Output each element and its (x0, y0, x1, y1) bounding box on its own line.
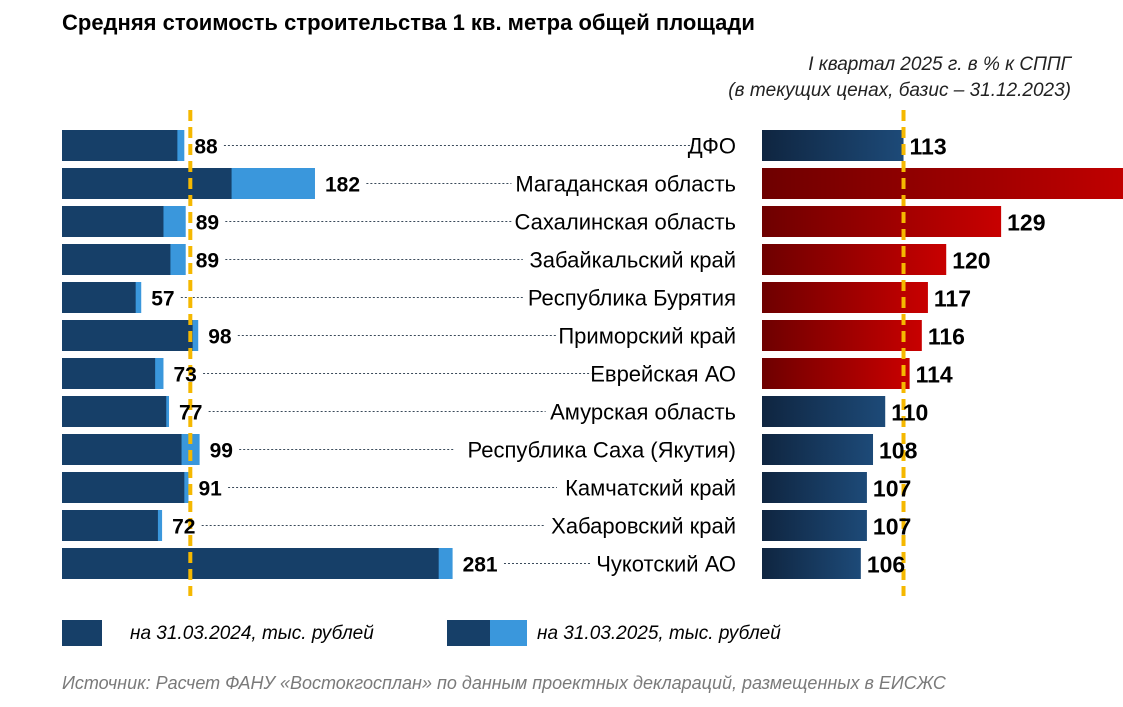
index-bar-4 (762, 282, 928, 313)
cost-value-label-2: 89 (196, 212, 219, 235)
legend-label-2024: на 31.03.2024, тыс. рублей (130, 623, 374, 644)
bar-2024-0 (62, 130, 178, 161)
cost-value-label-8: 99 (210, 440, 233, 463)
bar-2024-10 (62, 510, 158, 541)
index-chart-subtitle-line1: I квартал 2025 г. в % к СППГ (808, 54, 1071, 75)
legend-label-2025: на 31.03.2025, тыс. рублей (537, 623, 781, 644)
category-label-0: ДФО (688, 134, 736, 159)
index-bar-5 (762, 320, 922, 351)
index-value-label-9: 107 (873, 476, 911, 502)
index-value-label-2: 129 (1007, 210, 1045, 236)
index-value-label-8: 108 (879, 438, 918, 464)
bar-2024-1 (62, 168, 232, 199)
index-value-label-5: 116 (928, 324, 965, 350)
category-label-4: Республика Бурятия (528, 286, 736, 311)
cost-value-label-7: 77 (179, 402, 202, 425)
index-value-label-10: 107 (873, 514, 911, 540)
index-bar-9 (762, 472, 867, 503)
category-label-6: Еврейская АО (590, 362, 736, 387)
bar-2024-5 (62, 320, 193, 351)
cost-value-label-5: 98 (208, 326, 232, 349)
cost-value-label-3: 89 (196, 250, 219, 273)
index-value-label-0: 113 (910, 134, 947, 160)
index-value-label-4: 117 (934, 286, 971, 312)
category-label-1: Магаданская область (515, 172, 736, 197)
index-bar-11 (762, 548, 861, 579)
category-label-9: Камчатский край (565, 476, 736, 501)
index-bar-0 (762, 130, 904, 161)
index-value-label-7: 110 (891, 400, 928, 426)
reference-lines (188, 110, 906, 596)
chart-title: Средняя стоимость строительства 1 кв. ме… (62, 10, 755, 35)
index-bar-7 (762, 396, 886, 427)
bar-2024-11 (62, 548, 439, 579)
bar-2024-4 (62, 282, 136, 313)
bar-2024-6 (62, 358, 156, 389)
index-value-label-3: 120 (952, 248, 990, 274)
index-value-label-11: 106 (867, 552, 905, 578)
index-bar-6 (762, 358, 910, 389)
source-note: Источник: Расчет ФАНУ «Востокгосплан» по… (62, 673, 946, 693)
index-bar-3 (762, 244, 947, 275)
bar-2024-3 (62, 244, 171, 275)
bar-2024-2 (62, 206, 164, 237)
index-bar-10 (762, 510, 867, 541)
legend: на 31.03.2024, тыс. рублей на 31.03.2025… (62, 620, 962, 648)
cost-value-label-1: 182 (325, 174, 360, 197)
bar-2024-7 (62, 396, 167, 427)
cost-value-label-10: 72 (172, 516, 195, 539)
bar-2024-9 (62, 472, 185, 503)
category-label-3: Забайкальский край (530, 248, 737, 273)
leader-lines (180, 145, 694, 564)
legend-swatch-2024 (62, 620, 102, 646)
cost-value-label-11: 281 (463, 554, 498, 577)
index-bar-8 (762, 434, 874, 465)
cost-bars (62, 130, 453, 579)
index-chart-subtitle-line2: (в текущих ценах, базис – 31.12.2023) (728, 80, 1071, 101)
category-label-8: Республика Саха (Якутия) (468, 438, 736, 463)
index-bar-2 (762, 206, 1002, 237)
legend-swatch-2025-increase (490, 620, 527, 646)
category-label-10: Хабаровский край (551, 514, 736, 539)
category-label-5: Приморский край (558, 324, 736, 349)
bar-2024-8 (62, 434, 182, 465)
cost-value-label-0: 88 (194, 136, 218, 159)
cost-value-label-6: 73 (173, 364, 196, 387)
index-bar-1 (762, 168, 1123, 199)
cost-value-label-9: 91 (198, 478, 222, 501)
category-label-2: Сахалинская область (515, 210, 736, 235)
category-label-7: Амурская область (550, 400, 736, 425)
index-value-label-6: 114 (916, 362, 953, 388)
category-label-11: Чукотский АО (596, 552, 736, 577)
legend-swatch-2025-base (447, 620, 490, 646)
cost-value-label-4: 57 (151, 288, 174, 311)
index-bars (762, 130, 1123, 579)
